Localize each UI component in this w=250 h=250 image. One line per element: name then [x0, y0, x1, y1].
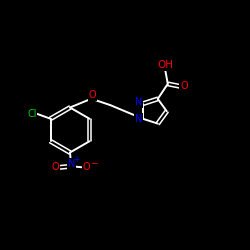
Text: N: N	[135, 114, 142, 124]
Text: N: N	[68, 159, 75, 169]
Text: O: O	[180, 82, 188, 92]
Text: N: N	[135, 97, 142, 107]
Text: OH: OH	[157, 60, 173, 70]
Text: O: O	[52, 162, 59, 172]
Text: O: O	[82, 162, 90, 172]
Text: O: O	[89, 90, 96, 100]
Text: +: +	[74, 155, 80, 164]
Text: Cl: Cl	[27, 109, 36, 119]
Text: −: −	[90, 158, 98, 168]
